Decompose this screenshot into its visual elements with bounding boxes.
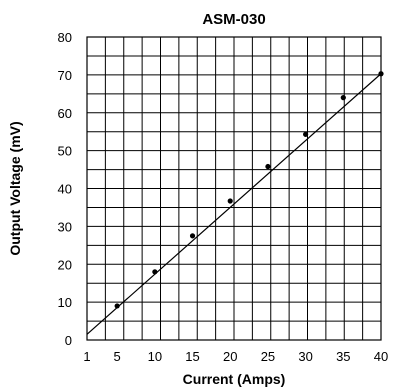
y-tick-label: 10 (58, 295, 72, 310)
data-point (265, 163, 271, 170)
y-tick-label: 60 (58, 106, 72, 121)
x-tick-label: 15 (185, 349, 199, 364)
y-axis-label: Output Voltage (mV) (7, 121, 23, 255)
y-tick-label: 50 (58, 144, 72, 159)
y-tick-label: 20 (58, 257, 72, 272)
axes (86, 36, 382, 341)
y-tick-label: 30 (58, 219, 72, 234)
y-tick-label: 70 (58, 68, 72, 83)
x-tick-label: 1 (83, 349, 90, 364)
data-point (227, 198, 233, 204)
x-tick-label: 25 (261, 349, 275, 364)
x-tick-labels: 1 5 10 15 20 25 30 35 40 (83, 349, 388, 364)
data-point (189, 233, 196, 239)
series-line-layer (86, 73, 382, 335)
data-point (378, 71, 384, 77)
series-line (86, 73, 382, 335)
y-tick-labels: 0 10 20 30 40 50 60 70 80 (58, 30, 72, 348)
x-tick-label: 5 (114, 349, 121, 364)
data-point (152, 269, 158, 275)
data-point (114, 303, 120, 309)
chart-title: ASM-030 (202, 11, 265, 28)
y-tick-label: 0 (65, 333, 72, 348)
x-tick-label: 10 (148, 349, 162, 364)
y-tick-label: 40 (58, 182, 72, 197)
data-points (114, 71, 384, 309)
y-tick-label: 80 (58, 30, 72, 45)
x-tick-label: 35 (336, 349, 350, 364)
plot-frame (86, 36, 382, 341)
x-tick-label: 30 (298, 349, 312, 364)
data-point (303, 131, 309, 137)
data-point (340, 95, 346, 101)
x-tick-label: 20 (223, 349, 237, 364)
x-axis-label: Current (Amps) (183, 371, 286, 387)
x-tick-label: 40 (374, 349, 388, 364)
